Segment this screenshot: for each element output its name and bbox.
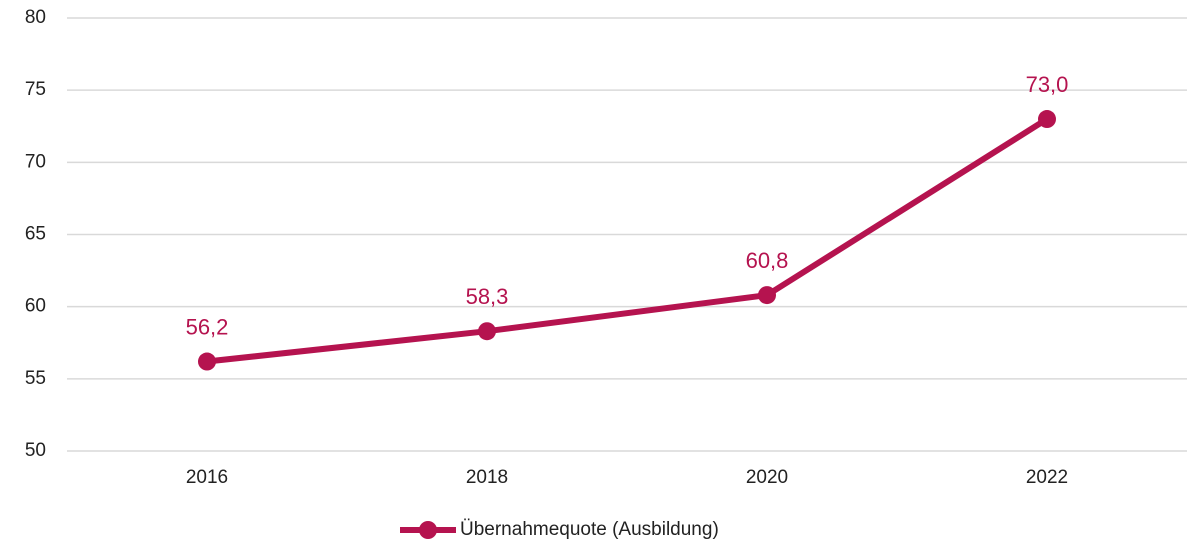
y-tick-label: 70 [25,151,46,172]
data-point [478,322,496,341]
y-tick-label: 50 [25,440,46,461]
x-tick-label: 2016 [186,467,228,488]
series-line [206,116,1049,365]
y-tick-label: 55 [25,368,46,389]
y-tick-label: 60 [25,296,46,317]
x-tick-label: 2018 [466,467,508,488]
data-label: 60,8 [746,248,789,273]
data-point [758,286,776,305]
data-label: 58,3 [466,284,509,309]
legend-marker [419,521,437,539]
legend-label: Übernahmequote (Ausbildung) [460,519,719,540]
y-tick-label: 80 [25,7,46,28]
x-tick-label: 2022 [1026,467,1068,488]
data-point [1038,110,1056,129]
data-point [198,352,216,371]
y-tick-label: 75 [25,79,46,100]
y-tick-label: 65 [25,224,46,245]
data-label: 73,0 [1026,72,1069,97]
x-tick-label: 2020 [746,467,788,488]
data-label: 56,2 [186,314,229,339]
